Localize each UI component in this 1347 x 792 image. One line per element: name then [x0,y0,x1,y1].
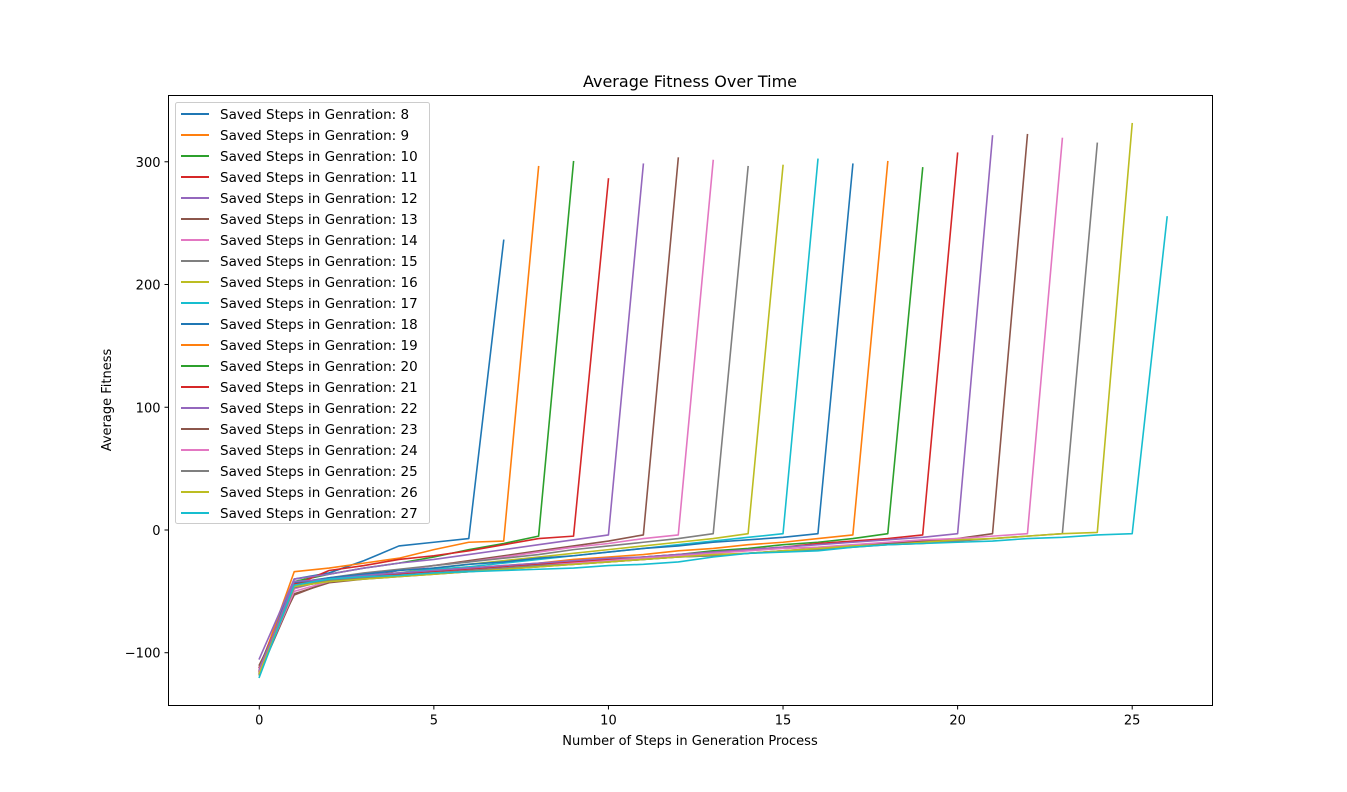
legend-label-9: Saved Steps in Genration: 17 [220,296,418,312]
y-tick-label: −100 [125,647,161,662]
legend-label-16: Saved Steps in Genration: 24 [220,443,418,459]
legend-items: Saved Steps in Genration: 8 Saved Steps i… [181,107,418,522]
legend-label-5: Saved Steps in Genration: 13 [220,212,418,228]
legend-label-11: Saved Steps in Genration: 19 [220,338,418,354]
x-axis-ticks: 0 5 10 15 20 25 [255,705,1141,729]
legend-label-17: Saved Steps in Genration: 25 [220,464,418,480]
series-line-14 [258,135,994,671]
plot-area-frame [168,95,1213,706]
legend-label-10: Saved Steps in Genration: 18 [220,317,418,333]
y-tick-label: 200 [136,279,161,294]
y-axis-ticks: −100 0 100 200 300 [125,156,169,662]
legend-label-3: Saved Steps in Genration: 11 [220,170,418,186]
legend-label-8: Saved Steps in Genration: 16 [220,275,418,291]
legend-label-4: Saved Steps in Genration: 12 [220,191,418,207]
x-tick-label: 15 [775,714,792,729]
x-axis-label: Number of Steps in Generation Process [562,734,818,749]
legend-label-12: Saved Steps in Genration: 20 [220,359,418,375]
x-tick-label: 25 [1124,714,1141,729]
y-tick-label: 0 [152,524,160,539]
series-line-18 [258,122,1134,675]
y-axis-label: Average Fitness [100,349,115,452]
series-line-19 [258,216,1168,679]
x-tick-label: 10 [600,714,617,729]
legend-label-7: Saved Steps in Genration: 15 [220,254,418,270]
chart-title: Average Fitness Over Time [583,72,797,91]
legend-label-0: Saved Steps in Genration: 8 [220,107,409,123]
legend-label-18: Saved Steps in Genration: 26 [220,485,418,501]
legend-box [175,102,430,524]
x-tick-label: 20 [949,714,966,729]
legend: Saved Steps in Genration: 8 Saved Steps i… [175,102,430,524]
x-tick-label: 0 [255,714,263,729]
x-tick-label: 5 [430,714,438,729]
legend-label-13: Saved Steps in Genration: 21 [220,380,418,396]
legend-label-14: Saved Steps in Genration: 22 [220,401,418,417]
legend-label-1: Saved Steps in Genration: 9 [220,128,409,144]
series-lines [258,122,1168,679]
y-tick-label: 100 [136,401,161,416]
legend-label-19: Saved Steps in Genration: 27 [220,506,418,522]
series-line-4 [258,163,645,660]
series-line-10 [258,163,854,674]
legend-label-2: Saved Steps in Genration: 10 [220,149,418,165]
y-tick-label: 300 [136,156,161,171]
legend-label-6: Saved Steps in Genration: 14 [220,233,418,249]
legend-label-15: Saved Steps in Genration: 23 [220,422,418,438]
series-line-1 [258,165,540,671]
